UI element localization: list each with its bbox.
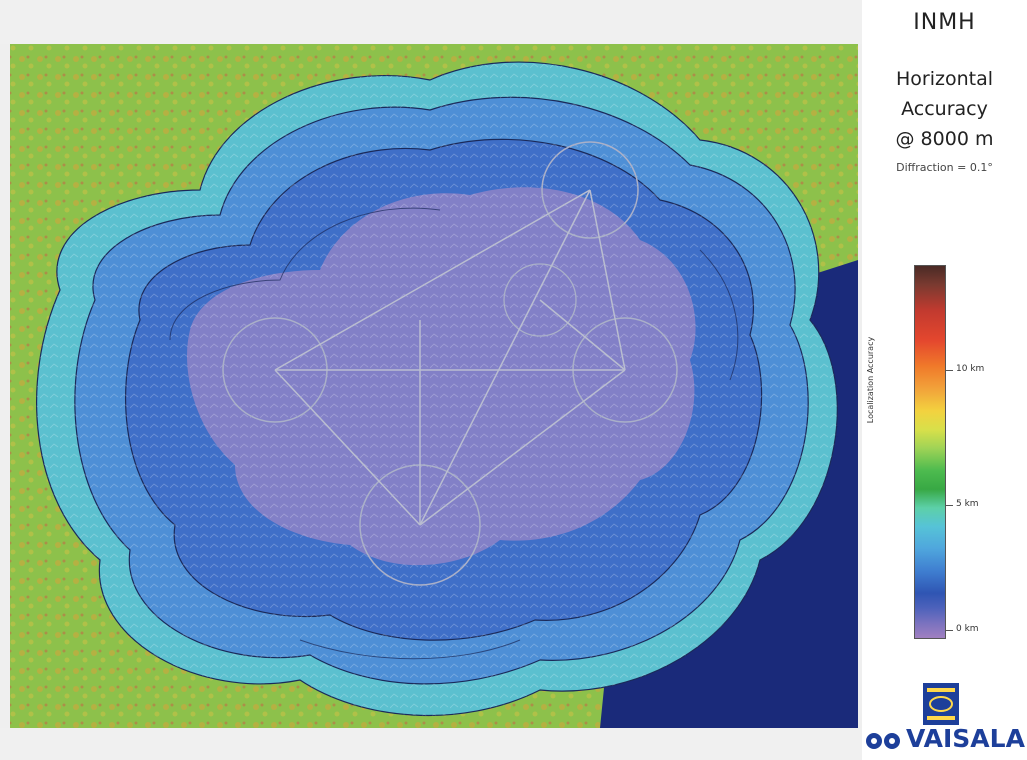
diffraction-note: Diffraction = 0.1° xyxy=(896,161,993,174)
vaisala-brand: VAISALA xyxy=(906,724,1025,753)
contour-lines xyxy=(169,207,739,660)
legend-panel: INMH Horizontal Accuracy @ 8000 m Diffra… xyxy=(862,0,1027,760)
vaisala-logo xyxy=(862,726,1027,756)
legend-tick xyxy=(945,630,953,631)
map-canvas xyxy=(10,44,858,728)
legend-color-bar xyxy=(914,265,946,639)
map-title: @ 8000 m xyxy=(895,128,994,150)
sensor-circle xyxy=(541,141,639,239)
legend-tick-label: 0 km xyxy=(956,624,979,634)
legend-axis-label: Localization Accuracy xyxy=(866,336,875,424)
map-title: Accuracy xyxy=(901,98,988,120)
accuracy-map[interactable] xyxy=(0,0,862,760)
legend-tick-label: 5 km xyxy=(956,499,979,509)
legend-tick-label: 10 km xyxy=(956,364,985,374)
legend-tick xyxy=(945,370,953,371)
map-title: Horizontal xyxy=(895,68,993,90)
sensor-circle xyxy=(503,263,577,337)
sensor-baselines xyxy=(274,189,626,526)
legend-tick xyxy=(945,505,953,506)
vaisala-emblem-icon xyxy=(923,683,959,725)
relief-shading xyxy=(36,62,838,716)
institution-label: INMH xyxy=(913,10,976,35)
vaisala-symbol-icon xyxy=(866,733,900,749)
